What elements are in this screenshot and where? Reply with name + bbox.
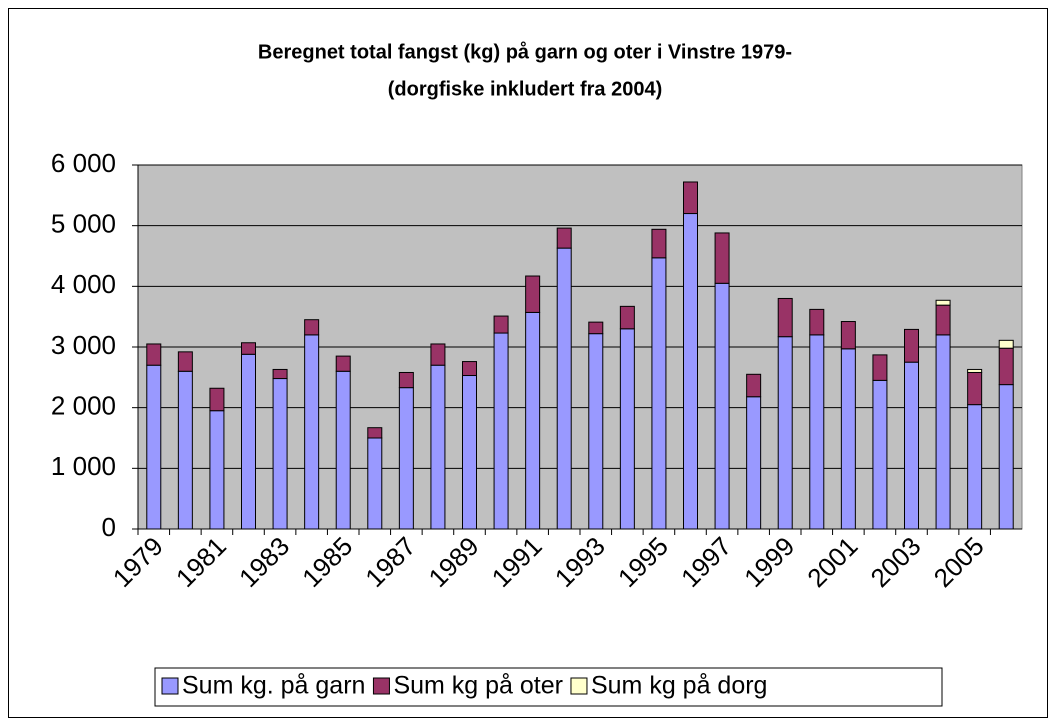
bar-segment	[904, 361, 919, 530]
bar-segment	[556, 227, 572, 249]
bar-segment	[209, 387, 225, 412]
bar-segment	[714, 232, 730, 284]
bar-segment	[398, 387, 414, 530]
bar-segment	[493, 332, 509, 530]
y-tick-label: 3 000	[51, 330, 116, 360]
bar-segment	[998, 384, 1014, 530]
bar-segment	[525, 311, 541, 530]
bar-segment	[556, 247, 572, 530]
bar-segment	[777, 297, 793, 338]
y-tick-label: 2 000	[51, 391, 116, 421]
bar-segment	[304, 334, 320, 530]
bar-segment	[335, 355, 351, 372]
bar-segment	[651, 257, 667, 530]
bar-segment	[872, 354, 888, 381]
legend-box	[154, 667, 943, 707]
bar-segment	[241, 353, 256, 530]
bar-segment	[683, 213, 698, 530]
bar-segment	[430, 364, 446, 530]
bar-segment	[619, 305, 635, 330]
bar-segment	[809, 308, 825, 336]
bar-segment	[588, 333, 604, 530]
bar-segment	[967, 371, 983, 406]
bar-segment	[430, 343, 446, 366]
legend-swatch	[570, 677, 588, 695]
bar-segment	[462, 361, 477, 377]
bar-segment	[998, 347, 1014, 386]
bar-segment	[588, 321, 604, 335]
y-tick-label: 0	[102, 512, 116, 542]
bar-segment	[367, 437, 383, 530]
legend-label: Sum kg på oter	[393, 672, 563, 700]
bar-segment	[746, 373, 762, 398]
legend-label: Sum kg. på garn	[182, 672, 365, 700]
y-tick-label: 5 000	[51, 209, 116, 239]
bar-segment	[272, 368, 288, 380]
bar-segment	[935, 334, 951, 530]
y-tick-label: 1 000	[51, 451, 116, 481]
bar-segment	[398, 371, 414, 389]
bar-segment	[746, 396, 762, 530]
bar-segment	[840, 321, 856, 350]
bar-segment	[619, 328, 635, 530]
bar-segment	[714, 282, 730, 530]
y-tick-label: 6 000	[51, 148, 116, 178]
chart-title: Beregnet total fangst (kg) på garn og ot…	[258, 40, 792, 63]
bar-segment	[241, 342, 256, 355]
bar-segment	[146, 364, 162, 530]
bar-segment	[272, 378, 288, 530]
bar-segment	[935, 304, 951, 336]
bar-segment	[967, 368, 983, 373]
bar-segment	[209, 410, 225, 530]
bar-segment	[904, 328, 919, 363]
bar-segment	[367, 427, 383, 439]
legend-label: Sum kg på dorg	[591, 672, 768, 700]
bar-segment	[840, 348, 856, 530]
chart-title: (dorgfiske inkludert fra 2004)	[388, 78, 663, 100]
bar-segment	[872, 379, 888, 530]
legend-swatch	[161, 677, 179, 695]
bar-segment	[177, 370, 193, 530]
bar-segment	[493, 315, 509, 334]
bar-segment	[935, 299, 951, 306]
bar-segment	[462, 375, 477, 530]
bar-segment	[683, 181, 698, 215]
bar-segment	[335, 370, 351, 530]
legend-swatch	[372, 677, 390, 695]
y-tick-label: 4 000	[51, 269, 116, 299]
bar-segment	[777, 336, 793, 530]
bar-segment	[998, 339, 1014, 349]
bar-segment	[146, 343, 162, 366]
bar-segment	[967, 404, 983, 530]
bar-segment	[177, 351, 193, 372]
bar-segment	[304, 319, 320, 336]
bar-segment	[525, 275, 541, 313]
bar-segment	[651, 228, 667, 259]
bar-segment	[809, 334, 825, 530]
